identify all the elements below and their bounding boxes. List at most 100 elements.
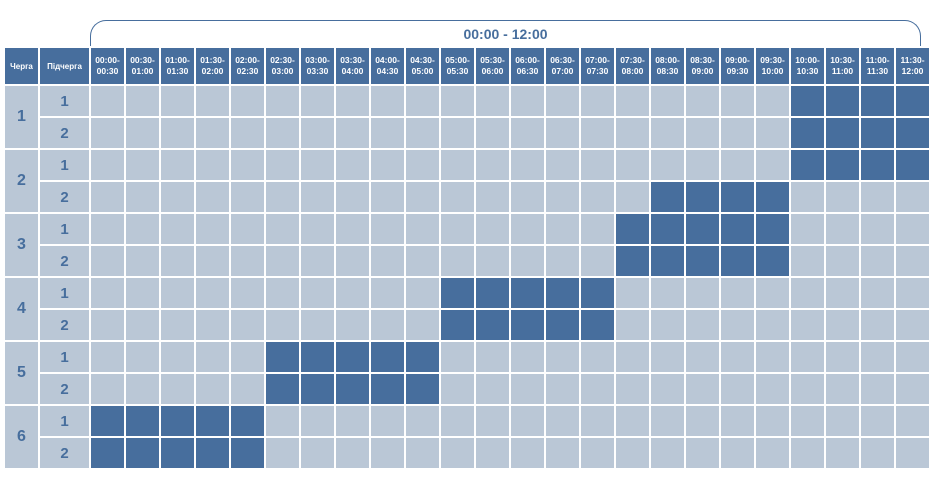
power-slot: [686, 278, 719, 308]
time-slot-start: 08:30-: [690, 55, 715, 65]
power-slot: [651, 86, 684, 116]
time-slot-end: 08:30: [656, 66, 679, 76]
power-slot: [126, 246, 159, 276]
power-slot: [196, 310, 229, 340]
time-slot-end: 03:00: [271, 66, 294, 76]
power-slot: [546, 406, 579, 436]
time-slot-end: 03:30: [306, 66, 329, 76]
power-slot: [826, 374, 859, 404]
power-slot: [371, 310, 404, 340]
power-slot: [371, 214, 404, 244]
power-slot: [826, 278, 859, 308]
power-slot: [581, 342, 614, 372]
outage-slot: [196, 438, 229, 468]
power-slot: [126, 342, 159, 372]
time-slot-start: 05:30-: [480, 55, 505, 65]
power-slot: [511, 246, 544, 276]
outage-slot: [441, 278, 474, 308]
power-slot: [826, 310, 859, 340]
power-slot: [861, 214, 894, 244]
subqueue-label: 1: [40, 150, 89, 180]
outage-slot: [126, 438, 159, 468]
power-slot: [336, 182, 369, 212]
power-slot: [161, 86, 194, 116]
outage-slot: [546, 310, 579, 340]
power-slot: [441, 182, 474, 212]
outage-slot: [721, 214, 754, 244]
power-slot: [511, 438, 544, 468]
power-slot: [511, 86, 544, 116]
time-slot-start: 06:00-: [515, 55, 540, 65]
time-slot-start: 11:00-: [865, 55, 890, 65]
power-slot: [546, 118, 579, 148]
power-slot: [686, 342, 719, 372]
power-slot: [336, 118, 369, 148]
time-slot-header: 05:30- 06:00: [476, 48, 509, 84]
power-slot: [581, 214, 614, 244]
power-slot: [826, 214, 859, 244]
power-slot: [91, 214, 124, 244]
time-slot-start: 05:00-: [445, 55, 470, 65]
time-slot-start: 10:00-: [795, 55, 820, 65]
power-slot: [686, 150, 719, 180]
outage-slot: [651, 182, 684, 212]
power-slot: [126, 182, 159, 212]
outage-slot: [91, 406, 124, 436]
power-slot: [791, 310, 824, 340]
power-slot: [336, 438, 369, 468]
time-slot-header: 08:30- 09:00: [686, 48, 719, 84]
subqueue-label: 1: [40, 86, 89, 116]
power-slot: [406, 86, 439, 116]
time-range-label: 00:00 - 12:00: [463, 25, 548, 42]
power-slot: [511, 150, 544, 180]
time-slot-end: 02:00: [201, 66, 224, 76]
power-slot: [756, 118, 789, 148]
time-slot-header: 07:00- 07:30: [581, 48, 614, 84]
outage-slot: [476, 278, 509, 308]
power-slot: [91, 182, 124, 212]
time-slot-header: 11:00- 11:30: [861, 48, 894, 84]
power-slot: [301, 278, 334, 308]
time-slot-header: 11:30- 12:00: [896, 48, 929, 84]
power-slot: [301, 246, 334, 276]
power-slot: [476, 118, 509, 148]
power-slot: [616, 374, 649, 404]
power-slot: [546, 150, 579, 180]
power-slot: [651, 438, 684, 468]
power-slot: [861, 246, 894, 276]
outage-slot: [581, 278, 614, 308]
power-slot: [826, 406, 859, 436]
outage-slot: [301, 374, 334, 404]
time-slot-end: 01:30: [166, 66, 189, 76]
power-slot: [616, 150, 649, 180]
power-slot: [826, 438, 859, 468]
power-slot: [161, 342, 194, 372]
outage-slot: [861, 86, 894, 116]
time-slot-end: 07:00: [551, 66, 574, 76]
power-slot: [616, 278, 649, 308]
power-slot: [511, 374, 544, 404]
power-slot: [791, 246, 824, 276]
power-slot: [616, 406, 649, 436]
power-slot: [826, 342, 859, 372]
outage-slot: [336, 374, 369, 404]
outage-slot: [581, 310, 614, 340]
power-slot: [511, 406, 544, 436]
power-slot: [231, 310, 264, 340]
power-slot: [896, 342, 929, 372]
power-slot: [581, 246, 614, 276]
power-slot: [861, 406, 894, 436]
time-slot-header: 10:30- 11:00: [826, 48, 859, 84]
outage-slot: [791, 86, 824, 116]
power-slot: [231, 214, 264, 244]
power-slot: [231, 246, 264, 276]
power-slot: [721, 406, 754, 436]
time-slot-start: 03:30-: [340, 55, 365, 65]
time-slot-end: 12:00: [901, 66, 924, 76]
outage-slot: [91, 438, 124, 468]
outage-slot: [721, 182, 754, 212]
time-slot-end: 02:30: [236, 66, 259, 76]
outage-slot: [791, 150, 824, 180]
